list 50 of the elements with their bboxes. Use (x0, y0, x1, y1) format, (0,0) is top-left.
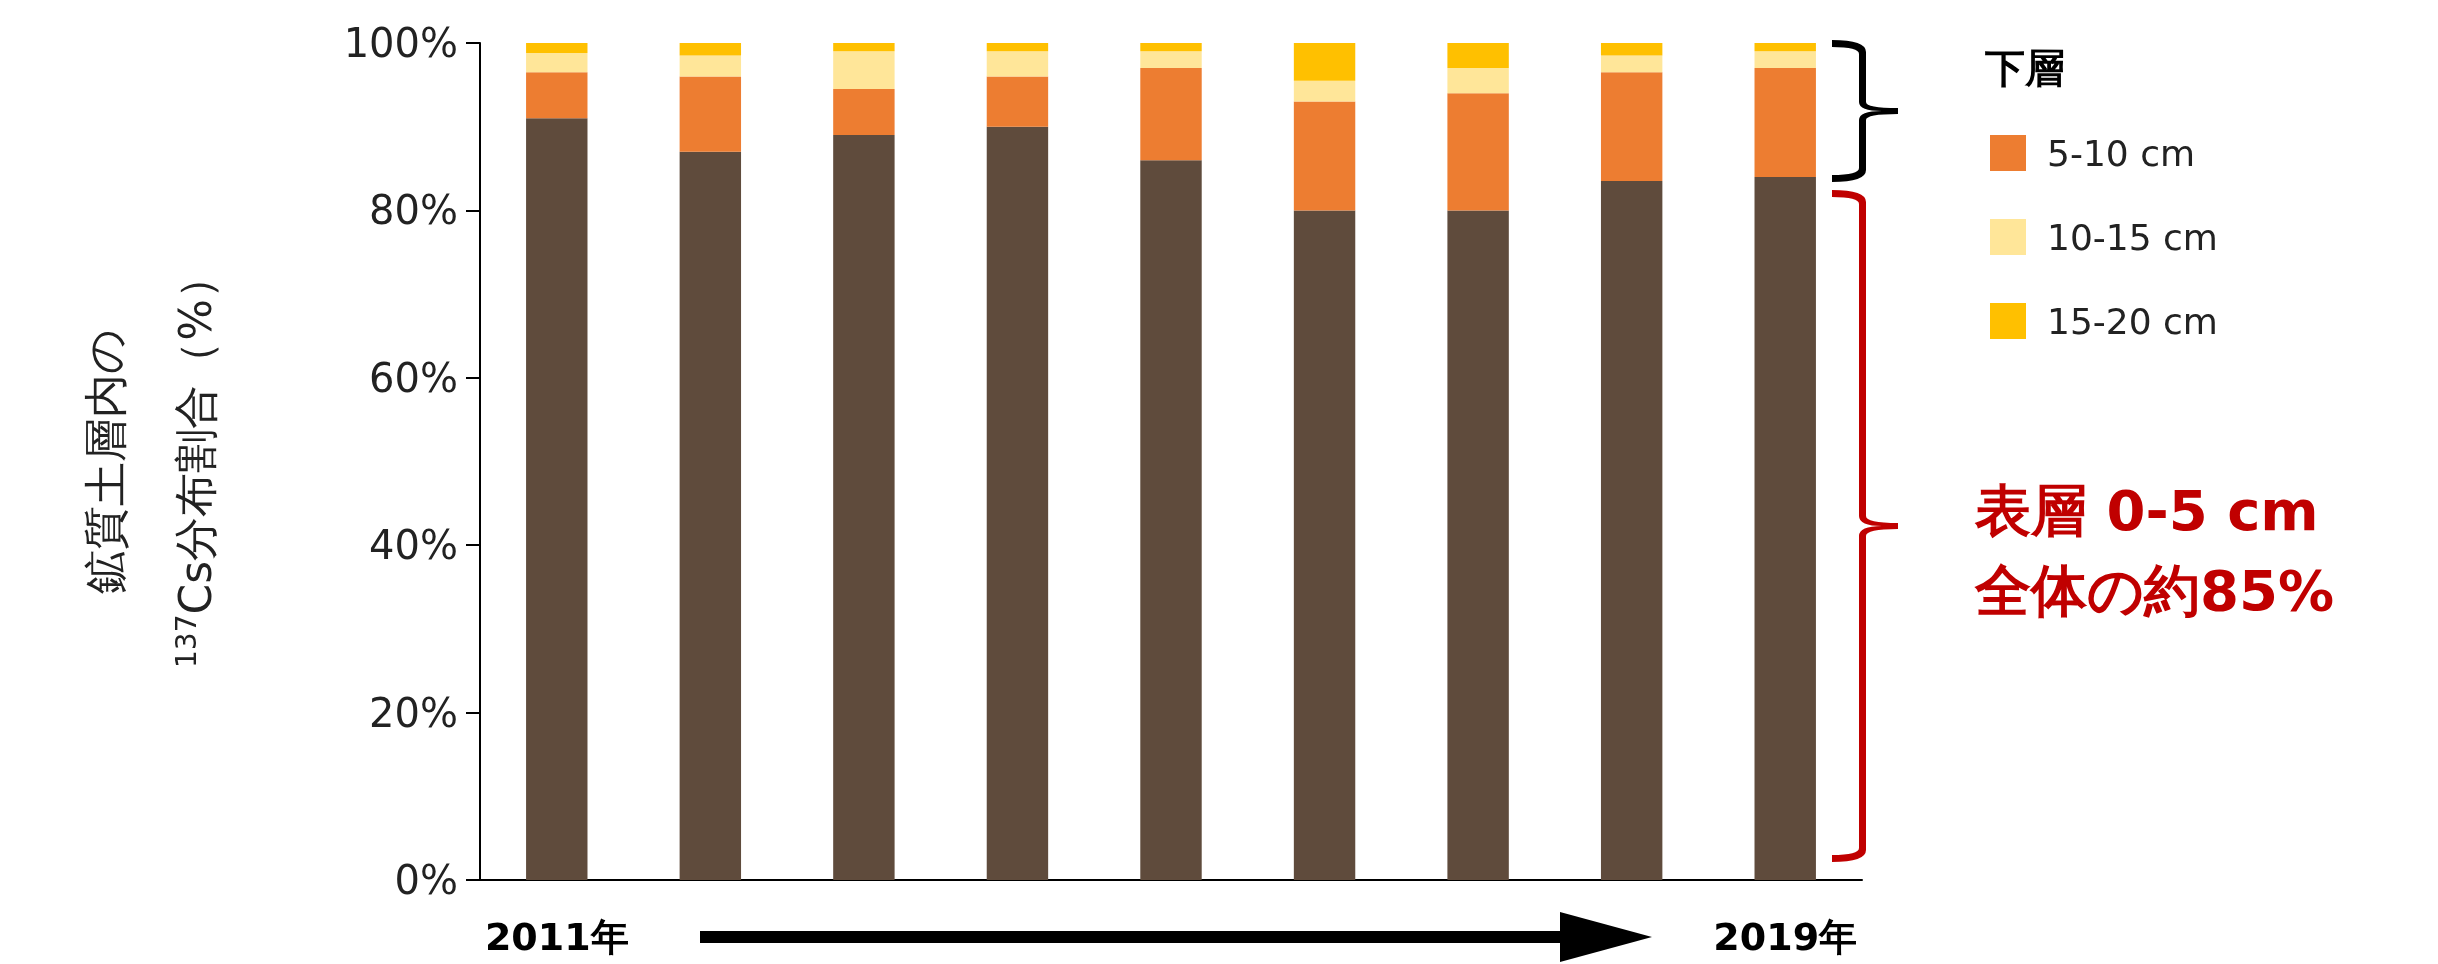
bar (1600, 55, 1663, 73)
bar (1600, 72, 1663, 182)
bar (833, 51, 895, 90)
bar (1600, 43, 1663, 56)
bar (1600, 181, 1663, 880)
y-tick-label: 40% (369, 522, 458, 569)
bar (833, 43, 895, 52)
bar (1447, 68, 1509, 94)
bar (986, 76, 1049, 127)
bar (1140, 51, 1202, 69)
bar (1754, 43, 1816, 52)
bar (1447, 43, 1509, 69)
bar (833, 89, 895, 136)
bar (679, 55, 742, 77)
bar (1447, 210, 1509, 880)
bar (1140, 43, 1202, 52)
bar (1754, 176, 1816, 880)
y-tick-label: 60% (369, 354, 458, 401)
bar (526, 72, 588, 119)
bar (526, 118, 588, 880)
bar (1754, 51, 1816, 69)
bar (1140, 160, 1202, 880)
y-tick-label: 80% (369, 187, 458, 234)
bar (986, 126, 1049, 880)
bar (1754, 68, 1816, 177)
bar (526, 43, 588, 54)
bar (1293, 80, 1356, 102)
bar (679, 151, 742, 880)
legend-label: 15-20 cm (2047, 300, 2218, 342)
y-tick-label: 0% (394, 857, 458, 903)
bar (1293, 43, 1356, 81)
x-tick-label: 2019年 (1713, 915, 1858, 959)
bar (1293, 101, 1356, 211)
legend-title: 下層 (1985, 45, 2065, 91)
bar (679, 43, 742, 56)
y-axis-title: 鉱質土層内の 137Cs分布割合（%） (79, 255, 221, 668)
bar (986, 51, 1049, 77)
y-tick-label: 20% (369, 689, 458, 736)
text: 表層 0-5 cm 全体の約85% (1974, 477, 2335, 623)
bar (1293, 210, 1356, 880)
bar (1447, 93, 1509, 211)
bar (986, 43, 1049, 52)
bar (526, 53, 588, 73)
bar (833, 135, 895, 880)
bar (1140, 68, 1202, 161)
x-tick-label: 2011年 (484, 915, 629, 959)
legend-label: 10-15 cm (2047, 216, 2218, 258)
bar (679, 76, 742, 152)
legend-label: 5-10 cm (2047, 132, 2196, 174)
y-tick-label: 100% (343, 20, 458, 66)
